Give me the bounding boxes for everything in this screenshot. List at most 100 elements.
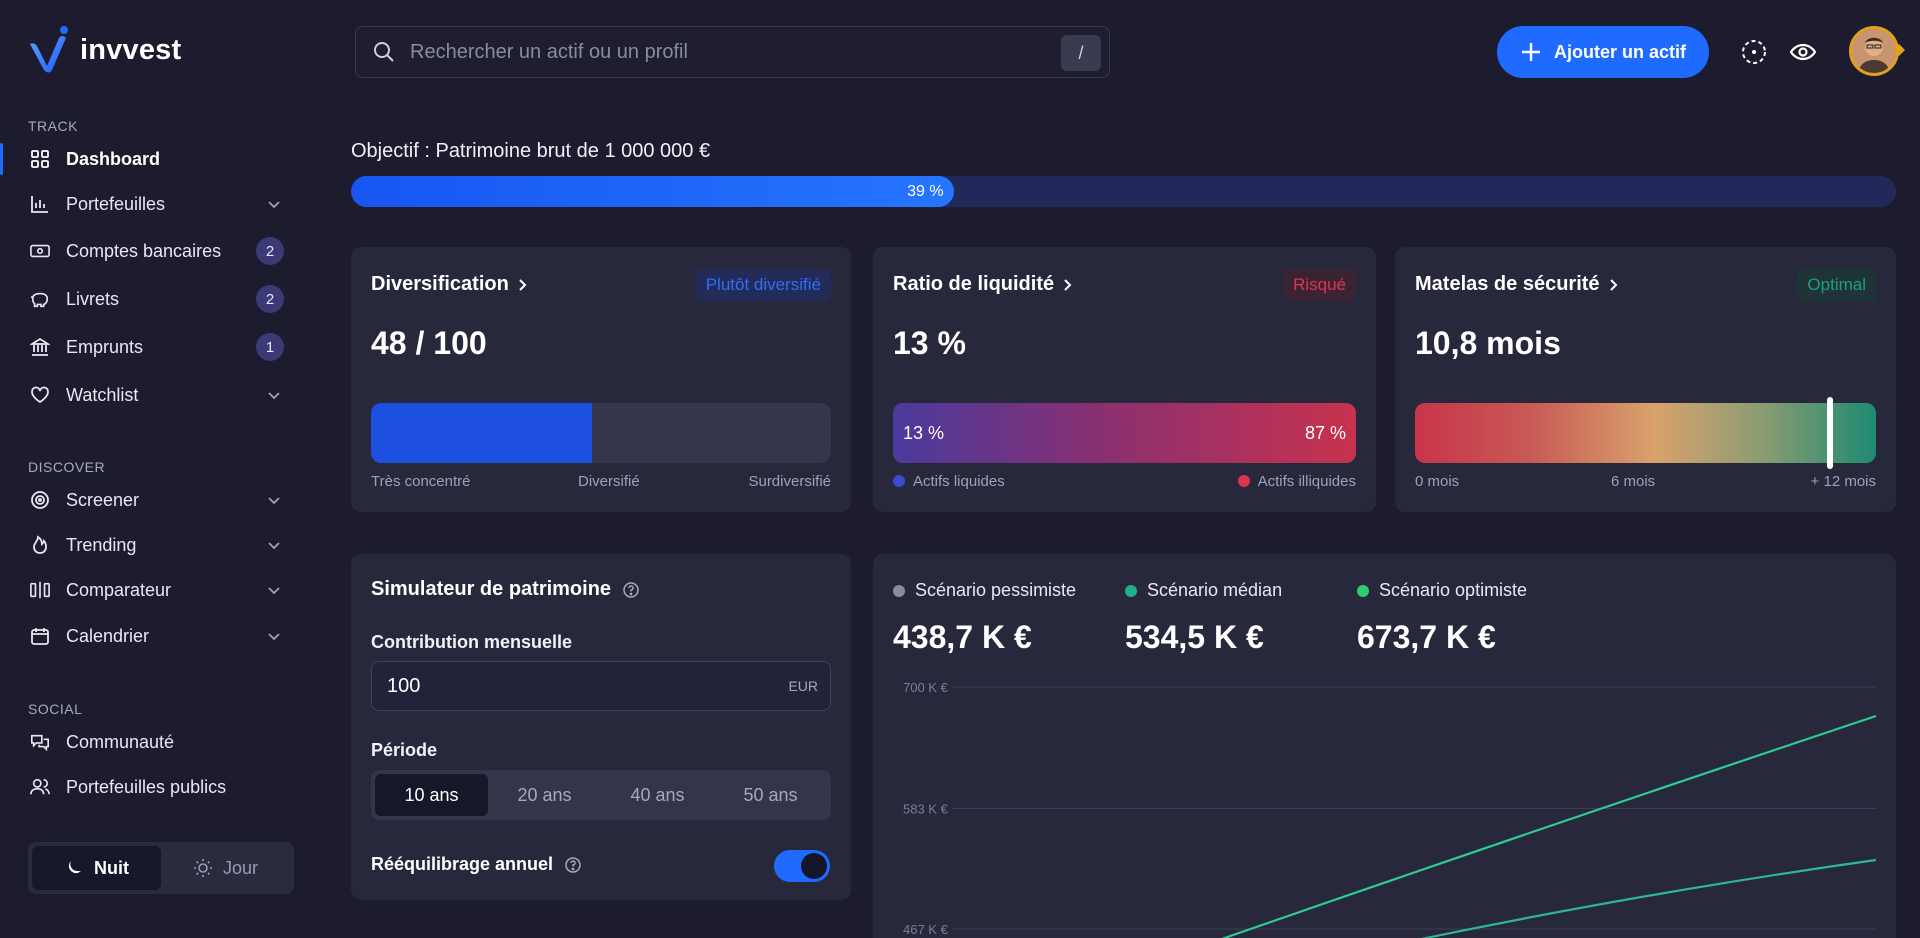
section-discover: DISCOVER: [28, 459, 106, 475]
sidebar-item-label: Portefeuilles: [66, 193, 166, 214]
sidebar-item-label: Trending: [66, 534, 137, 555]
projection-chart: 700 K € 583 K € 467 K €: [903, 680, 1877, 938]
premium-badge-icon: [1893, 44, 1905, 56]
rebalance-toggle[interactable]: [774, 850, 830, 882]
sidebar-item-label: Portefeuilles publics: [66, 776, 227, 797]
sidebar-item-communaute[interactable]: Communauté: [0, 720, 300, 764]
help-icon[interactable]: [565, 856, 581, 873]
liquidity-bar: 13 % 87 %: [893, 403, 1356, 463]
chevron-down-icon: [268, 392, 280, 400]
sidebar-item-screener[interactable]: Screener: [0, 478, 300, 522]
sidebar-item-dashboard[interactable]: Dashboard: [0, 137, 300, 181]
y-tick-label: 467 K €: [903, 922, 949, 937]
sidebar-item-label: Comparateur: [66, 579, 172, 600]
sidebar-item-trending[interactable]: Trending: [0, 523, 300, 567]
scenario-value: 673,7 K €: [1357, 619, 1496, 655]
search-icon: [374, 42, 394, 62]
period-option-10[interactable]: 10 ans: [375, 774, 488, 816]
chevron-right-icon: [1609, 278, 1617, 291]
safety-marker: [1826, 397, 1833, 469]
help-icon[interactable]: [623, 581, 639, 598]
legend-dot: [893, 475, 905, 487]
series-line: [1420, 858, 1877, 938]
currency-unit: EUR: [788, 678, 818, 694]
section-social: SOCIAL: [28, 701, 83, 717]
goal-progress-bar: 39 %: [351, 176, 1896, 207]
y-tick-label: 583 K €: [903, 802, 949, 817]
compare-icon: [30, 580, 50, 600]
theme-night-button[interactable]: Nuit: [32, 846, 161, 890]
legend-dot: [1237, 475, 1250, 487]
eye-icon[interactable]: [1787, 36, 1819, 68]
theme-day-label: Jour: [222, 857, 258, 878]
focus-icon[interactable]: [1738, 36, 1770, 68]
period-selector: 10 ans 20 ans 40 ans 50 ans: [371, 770, 831, 820]
chevron-down-icon: [268, 497, 280, 505]
users-icon: [30, 777, 50, 797]
safety-title[interactable]: Matelas de sécurité: [1415, 273, 1620, 296]
rebalance-row: Rééquilibrage annuel: [371, 854, 581, 875]
sun-icon: [193, 859, 212, 877]
y-tick-label: 700 K €: [903, 680, 949, 695]
piggy-bank-icon: [30, 289, 50, 309]
bank-card-icon: [30, 241, 50, 261]
sidebar-item-comparateur[interactable]: Comparateur: [0, 568, 300, 612]
count-badge: 2: [256, 237, 284, 265]
target-icon: [30, 490, 50, 510]
sidebar-item-calendrier[interactable]: Calendrier: [0, 614, 300, 658]
liquidity-title[interactable]: Ratio de liquidité: [893, 273, 1074, 296]
diversification-title[interactable]: Diversification: [371, 273, 529, 296]
sidebar-item-portefeuilles[interactable]: Portefeuilles: [0, 182, 300, 226]
scenario-chart-card: Scénario pessimiste 438,7 K € Scénario m…: [873, 554, 1896, 938]
theme-day-button[interactable]: Jour: [161, 846, 290, 890]
scenario-label: Scénario optimiste: [1379, 580, 1528, 600]
contribution-field[interactable]: EUR: [371, 661, 831, 711]
scenario-pessimistic: Scénario pessimiste 438,7 K €: [893, 580, 1076, 656]
sidebar-item-watchlist[interactable]: Watchlist: [0, 373, 300, 417]
series-line: [1221, 714, 1877, 938]
section-track: TRACK: [28, 118, 78, 134]
card-title-text: Diversification: [371, 273, 509, 295]
add-asset-label: Ajouter un actif: [1553, 41, 1686, 62]
rebalance-label: Rééquilibrage annuel: [371, 854, 554, 874]
legend-illiquid: Actifs illiquides: [1237, 473, 1356, 490]
status-badge: Plutôt diversifié: [695, 269, 831, 301]
sidebar: invvest TRACK Dashboard Portefeuilles Co…: [0, 0, 300, 938]
period-option-40[interactable]: 40 ans: [630, 784, 685, 805]
legend-diversified: Diversifié: [578, 473, 640, 490]
card-title-text: Matelas de sécurité: [1415, 273, 1600, 295]
calendar-icon: [30, 626, 50, 646]
sidebar-item-label: Communauté: [66, 731, 175, 752]
liquid-share-label: 13 %: [903, 422, 945, 443]
sidebar-item-emprunts[interactable]: Emprunts 1: [0, 325, 300, 369]
contribution-input[interactable]: [387, 674, 747, 698]
sidebar-item-label: Livrets: [66, 288, 120, 309]
chevron-down-icon: [268, 542, 280, 550]
period-option-20[interactable]: 20 ans: [517, 784, 572, 805]
sidebar-item-comptes-bancaires[interactable]: Comptes bancaires 2: [0, 229, 300, 273]
sidebar-item-portefeuilles-publics[interactable]: Portefeuilles publics: [0, 765, 300, 809]
simulator-title-text: Simulateur de patrimoine: [371, 578, 612, 600]
chevron-down-icon: [268, 633, 280, 641]
logo-icon: [30, 26, 68, 73]
search-input[interactable]: [410, 40, 1050, 64]
brand-logo[interactable]: invvest: [28, 26, 181, 74]
diversification-bar: [371, 403, 831, 463]
sidebar-item-label: Emprunts: [66, 336, 144, 357]
search-bar[interactable]: /: [355, 26, 1110, 78]
legend-6-months: 6 mois: [1611, 473, 1656, 490]
sidebar-item-livrets[interactable]: Livrets 2: [0, 277, 300, 321]
legend-overdiversified: Surdiversifié: [748, 473, 831, 490]
avatar[interactable]: [1849, 26, 1899, 76]
add-asset-button[interactable]: Ajouter un actif: [1497, 26, 1709, 78]
legend-liquid: Actifs liquides: [893, 473, 1005, 490]
goal-progress-label: 39 %: [907, 182, 944, 200]
flame-icon: [30, 535, 50, 555]
theme-night-label: Nuit: [94, 857, 129, 878]
theme-toggle: Nuit Jour: [28, 842, 294, 894]
legend-dot: [1125, 584, 1137, 597]
period-option-50[interactable]: 50 ans: [743, 784, 798, 805]
moon-icon: [68, 861, 81, 874]
scenario-label: Scénario pessimiste: [915, 580, 1077, 600]
sidebar-item-label: Screener: [66, 489, 140, 510]
